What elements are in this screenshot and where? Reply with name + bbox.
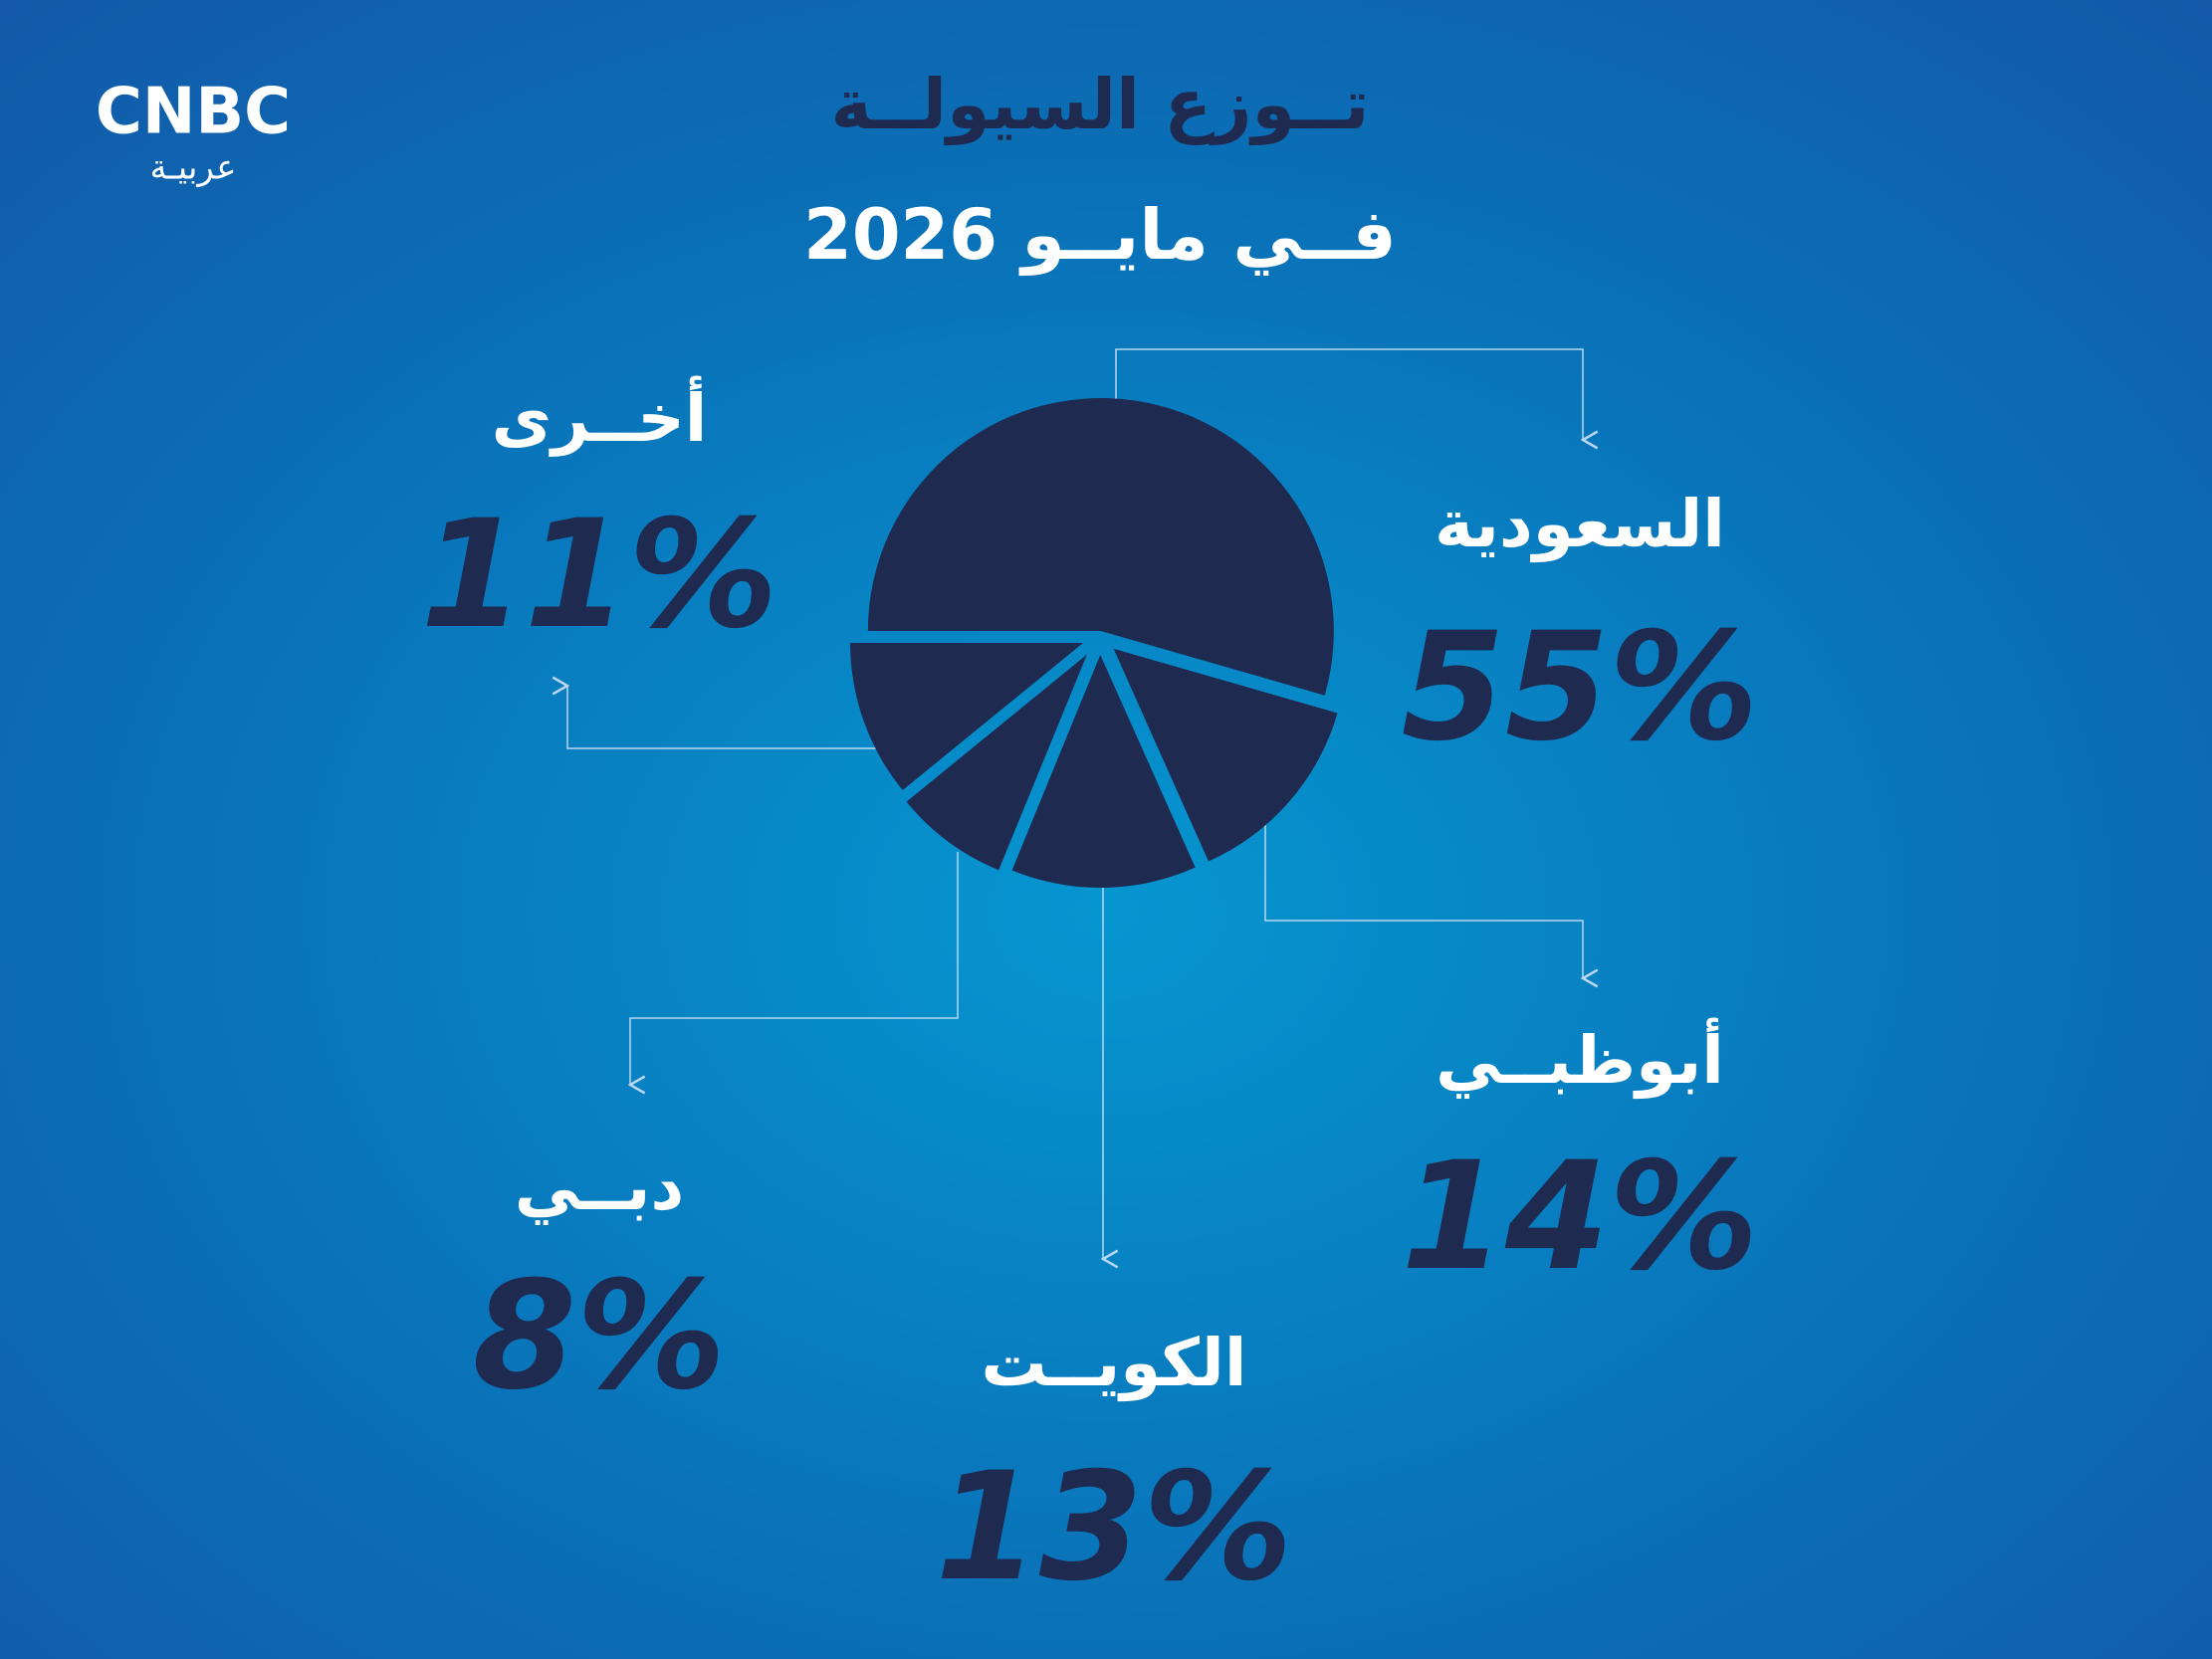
pie-slice	[906, 654, 1087, 871]
slice-label: دبــي	[515, 1148, 685, 1225]
value-label: 8%	[473, 1250, 727, 1423]
connector	[567, 686, 900, 749]
value-label: 55%	[1401, 601, 1758, 774]
connector	[630, 852, 959, 1085]
pie	[850, 398, 1338, 888]
pie-slice	[850, 643, 1084, 790]
value-label: 11%	[420, 489, 777, 662]
slice-label: أخــرى	[492, 375, 708, 457]
logo: CNBC	[96, 76, 291, 149]
pie-slice	[867, 398, 1334, 696]
value-label: 13%	[935, 1441, 1292, 1614]
slice-label: أبوظبــي	[1436, 1017, 1724, 1100]
pie-slice	[1113, 648, 1338, 862]
pie-slice	[1011, 654, 1196, 888]
chart-subtitle: فــي مايــو 2026	[803, 194, 1397, 276]
logo-subtext: عربيـة	[150, 148, 237, 188]
chart-title: تــوزع السيولــة	[830, 64, 1369, 145]
connector	[1264, 775, 1583, 978]
slice-label: الكويــت	[982, 1325, 1247, 1402]
slice-label: السعودية	[1435, 486, 1725, 563]
value-label: 14%	[1401, 1131, 1758, 1304]
